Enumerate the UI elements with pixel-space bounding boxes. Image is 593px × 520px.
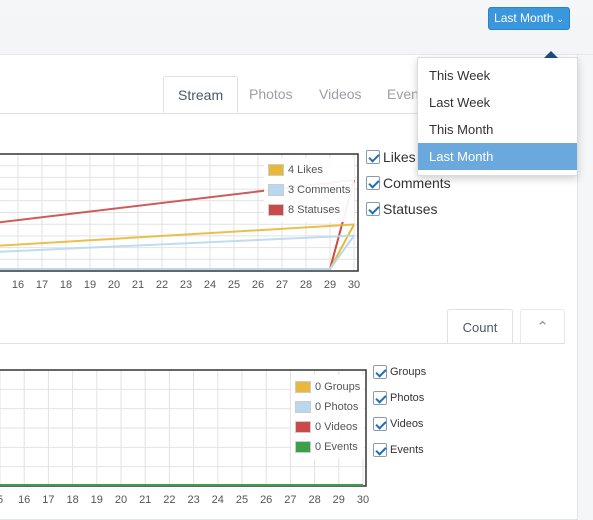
stream-toggles: Likes Comments Statuses bbox=[366, 144, 451, 222]
legend-item-photos: 0 Photos bbox=[295, 397, 360, 417]
x-tick-label: 17 bbox=[36, 279, 48, 291]
x-tick-label: 22 bbox=[163, 494, 175, 506]
menu-item-last-week[interactable]: Last Week bbox=[429, 95, 491, 110]
chevron-up-icon: ⌃ bbox=[536, 319, 549, 336]
x-tick-label: 30 bbox=[348, 279, 360, 291]
x-tick-label: 29 bbox=[324, 279, 336, 291]
series-line-comments-data bbox=[0, 235, 355, 270]
menu-item-last-month[interactable]: Last Month bbox=[418, 143, 577, 170]
legend-label: 3 Comments bbox=[288, 184, 351, 196]
legend-label: 0 Videos bbox=[315, 421, 358, 433]
comments-swatch bbox=[268, 184, 284, 196]
x-tick-label: 26 bbox=[260, 494, 272, 506]
toggle-label: Statuses bbox=[383, 201, 438, 217]
tab-stream[interactable]: Stream bbox=[163, 76, 239, 113]
legend-item-groups: 0 Groups bbox=[295, 377, 360, 397]
menu-item-this-month[interactable]: This Month bbox=[429, 122, 494, 137]
toggle-label: Videos bbox=[390, 418, 424, 430]
toggle-videos[interactable]: Videos bbox=[373, 411, 426, 437]
x-tick-label: 26 bbox=[252, 279, 264, 291]
x-tick-label: 19 bbox=[91, 494, 103, 506]
x-tick-label: 21 bbox=[139, 494, 151, 506]
x-tick-label: 25 bbox=[236, 494, 248, 506]
groups-swatch bbox=[295, 381, 311, 393]
legend-label: 4 Likes bbox=[288, 164, 323, 176]
x-tick-label: 30 bbox=[357, 494, 369, 506]
x-tick-label: 28 bbox=[300, 279, 312, 291]
checkbox-checked-icon[interactable] bbox=[373, 391, 387, 405]
x-tick-label: 20 bbox=[115, 494, 127, 506]
legend-item-statuses: 8 Statuses bbox=[268, 200, 350, 220]
toggle-label: Photos bbox=[390, 392, 425, 404]
statuses-swatch bbox=[268, 204, 284, 216]
toggle-events[interactable]: Events bbox=[373, 437, 426, 463]
checkbox-checked-icon[interactable] bbox=[373, 365, 387, 379]
date-range-label: Last Month bbox=[494, 11, 554, 25]
x-tick-label: 20 bbox=[108, 279, 120, 291]
date-range-menu: This Week Last Week This Month Last Mont… bbox=[417, 51, 578, 176]
plot-frame bbox=[0, 153, 359, 272]
toggle-likes[interactable]: Likes bbox=[366, 144, 451, 170]
photos-swatch bbox=[295, 401, 311, 413]
legend-item-likes: 4 Likes bbox=[268, 160, 350, 180]
checkbox-checked-icon[interactable] bbox=[366, 176, 380, 190]
x-tick-label: 16 bbox=[12, 279, 24, 291]
count-legend: 0 Groups 0 Photos 0 Videos 0 Events bbox=[291, 375, 365, 459]
chevron-down-icon: ⌄ bbox=[556, 14, 564, 24]
legend-item-events: 0 Events bbox=[295, 437, 360, 457]
toggle-groups[interactable]: Groups bbox=[373, 359, 426, 385]
x-tick-label: 25 bbox=[228, 279, 240, 291]
tab-videos[interactable]: Videos bbox=[319, 86, 362, 102]
toggle-label: Comments bbox=[383, 175, 451, 191]
toggle-label: Groups bbox=[390, 366, 427, 378]
legend-label: 0 Groups bbox=[315, 381, 361, 393]
likes-swatch bbox=[268, 164, 284, 176]
x-tick-label: 28 bbox=[308, 494, 320, 506]
legend-item-comments: 3 Comments bbox=[268, 180, 350, 200]
checkbox-checked-icon[interactable] bbox=[366, 150, 380, 164]
x-tick-label: 27 bbox=[284, 494, 296, 506]
stream-legend: 4 Likes 3 Comments 8 Statuses bbox=[264, 158, 355, 222]
x-tick-label: 18 bbox=[60, 279, 72, 291]
toggle-label: Likes bbox=[383, 149, 416, 165]
stream-chart: 16 17 18 19 20 21 22 23 24 25 26 27 28 29 30 bbox=[0, 153, 360, 291]
legend-item-videos: 0 Videos bbox=[295, 417, 360, 437]
x-tick-label: 29 bbox=[333, 494, 345, 506]
series-line-comments bbox=[0, 234, 355, 253]
date-range-button[interactable]: Last Month ⌄ bbox=[488, 7, 570, 30]
x-tick-label: 23 bbox=[187, 494, 199, 506]
x-tick-label: 19 bbox=[84, 279, 96, 291]
legend-label: 0 Events bbox=[315, 441, 358, 453]
checkbox-checked-icon[interactable] bbox=[366, 202, 380, 216]
tab-divider bbox=[0, 113, 578, 114]
events-swatch bbox=[295, 441, 311, 453]
checkbox-checked-icon[interactable] bbox=[373, 443, 387, 457]
x-tick-label: 24 bbox=[212, 494, 224, 506]
toggle-comments[interactable]: Comments bbox=[366, 170, 451, 196]
x-tick-label: 23 bbox=[180, 279, 192, 291]
x-tick-label: 21 bbox=[132, 279, 144, 291]
menu-item-this-week[interactable]: This Week bbox=[429, 68, 491, 83]
legend-label: 8 Statuses bbox=[288, 204, 340, 216]
legend-label: 0 Photos bbox=[315, 401, 359, 413]
x-tick-label: 17 bbox=[42, 494, 54, 506]
toggle-photos[interactable]: Photos bbox=[373, 385, 426, 411]
x-tick-label: 27 bbox=[276, 279, 288, 291]
x-tick-label: 24 bbox=[204, 279, 216, 291]
checkbox-checked-icon[interactable] bbox=[373, 417, 387, 431]
series-line-likes-data bbox=[0, 224, 355, 270]
x-tick-label: 18 bbox=[66, 494, 78, 506]
toggle-label: Events bbox=[390, 444, 424, 456]
x-tick-label: 5 bbox=[0, 494, 3, 506]
toggle-statuses[interactable]: Statuses bbox=[366, 196, 451, 222]
series-line-likes bbox=[0, 223, 355, 247]
tab-photos[interactable]: Photos bbox=[249, 86, 293, 102]
tab-divider bbox=[0, 343, 565, 344]
x-tick-label: 16 bbox=[18, 494, 30, 506]
collapse-button[interactable]: ⌃ bbox=[520, 309, 565, 344]
videos-swatch bbox=[295, 421, 311, 433]
count-toggles: Groups Photos Videos Events bbox=[373, 359, 426, 463]
x-tick-label: 22 bbox=[156, 279, 168, 291]
tab-count[interactable]: Count bbox=[447, 309, 513, 344]
